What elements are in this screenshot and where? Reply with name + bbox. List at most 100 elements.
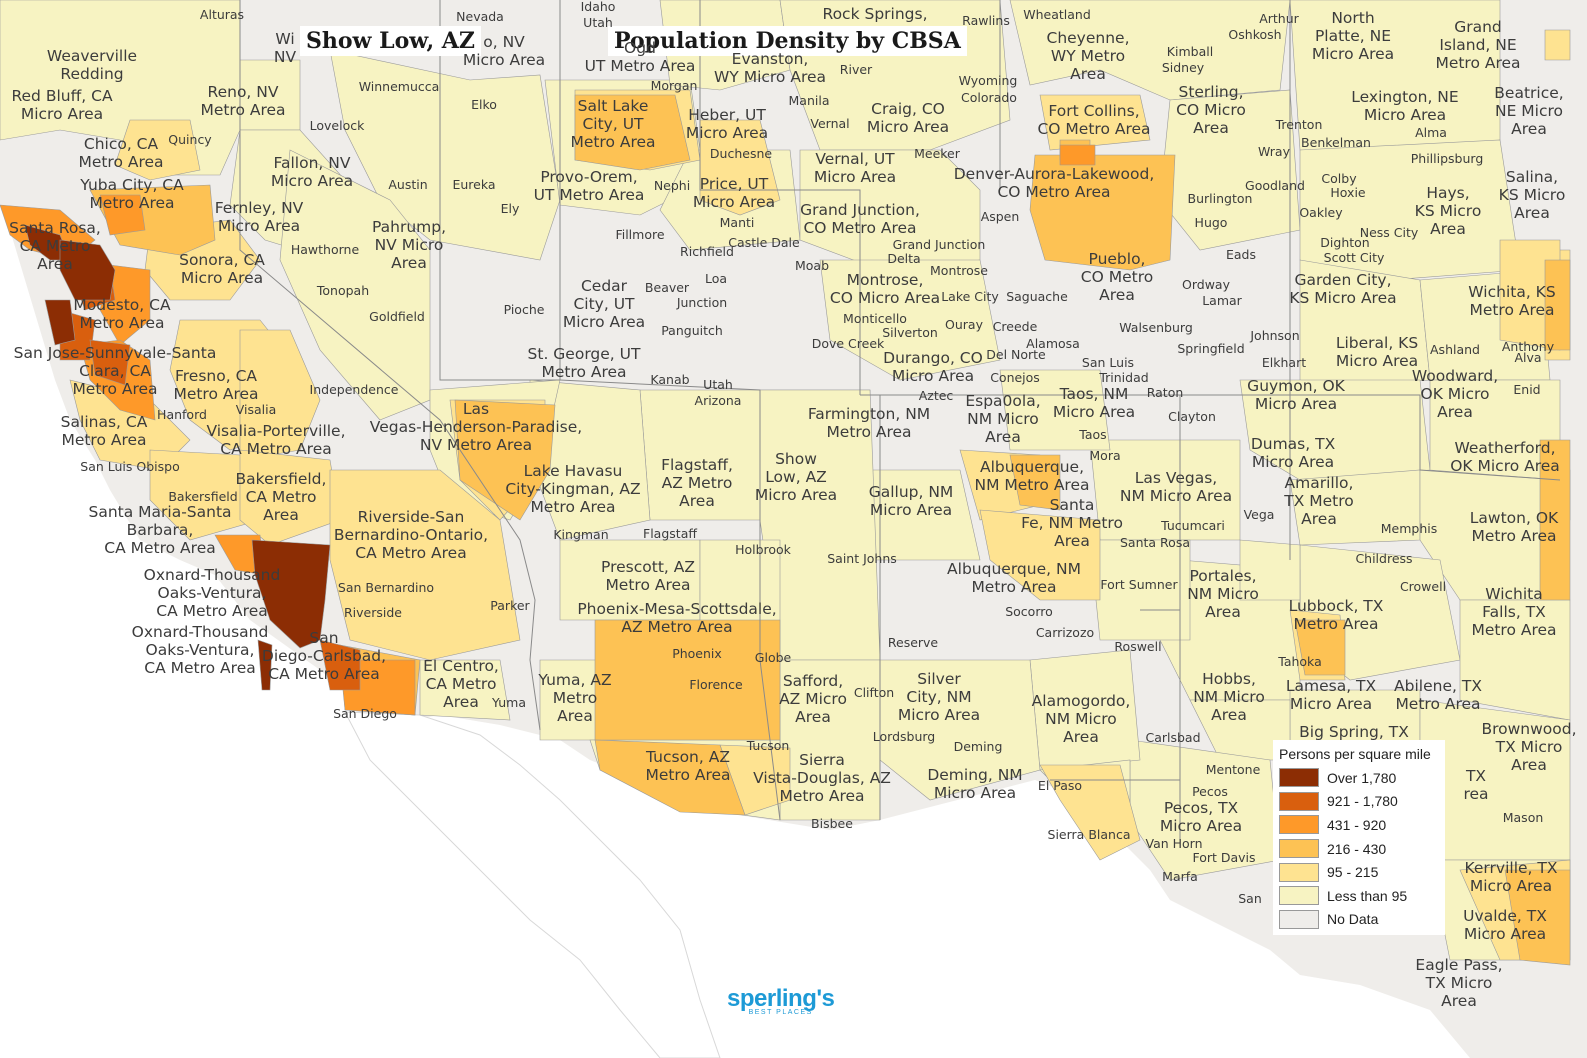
city-label: Goodland (1245, 178, 1305, 193)
cbsa-label: Liberal, KS Micro Area (1335, 334, 1419, 370)
legend-rows: Over 1,780 921 - 1,780 431 - 920 216 - 430 9… (1279, 766, 1439, 931)
cbsa-label: Lake Havasu City-Kingman, AZ Metro Area (505, 462, 641, 516)
city-label: Carrizozo (1035, 625, 1095, 640)
city-label: Pioche (503, 302, 545, 317)
cbsa-label: o, NV Micro Area (462, 33, 546, 69)
city-label: Dove Creek (811, 336, 885, 351)
city-label: Alamosa (1026, 336, 1080, 351)
cbsa-label: Albuquerque, NM Metro Area (947, 560, 1081, 596)
cbsa-label: Pueblo, CO Metro Area (1080, 250, 1154, 304)
cbsa-label: Lawton, OK Metro Area (1469, 509, 1559, 545)
city-label: Tonopah (316, 283, 370, 298)
city-label: Vega (1243, 507, 1275, 522)
cbsa-label: Yuma, AZ Metro Area (538, 671, 612, 725)
city-label: Utah (583, 15, 613, 30)
city-label: Manila (788, 93, 830, 108)
cbsa-label: Kerrville, TX Micro Area (1464, 859, 1558, 895)
legend-label: 921 - 1,780 (1327, 793, 1398, 810)
city-label: Van Horn (1145, 836, 1203, 851)
cbsa-label: Riverside-San Bernardino-Ontario, CA Metro… (333, 508, 489, 562)
city-label: Trenton (1275, 117, 1323, 132)
city-label: Mora (1089, 448, 1121, 463)
cbsa-label: Lexington, NE Micro Area (1351, 88, 1459, 124)
city-label: Aztec (918, 388, 954, 403)
city-label: Creede (992, 319, 1038, 334)
city-label: Independence (309, 382, 399, 397)
city-label: Riverside (344, 605, 402, 620)
city-label: Hawthorne (290, 242, 360, 257)
city-label: Walsenburg (1119, 320, 1193, 335)
city-label: Ness City (1359, 225, 1419, 240)
city-label: Deming (953, 739, 1003, 754)
cbsa-label: Hobbs, NM Micro Area (1193, 670, 1265, 724)
cbsa-label: Albuquerque, NM Metro Area (974, 458, 1090, 494)
cbsa-label: Lubbock, TX Metro Area (1288, 597, 1384, 633)
city-label: Lovelock (309, 118, 365, 133)
legend-item: 216 - 430 (1279, 837, 1439, 861)
cbsa-label: Hays, KS Micro Area (1414, 184, 1482, 238)
legend-item: 431 - 920 (1279, 813, 1439, 837)
city-label: Loa (704, 271, 728, 286)
legend-label: 431 - 920 (1327, 816, 1387, 833)
cbsa-label: Show Low, AZ Micro Area (754, 450, 838, 504)
cbsa-label: Reno, NV Metro Area (200, 83, 286, 119)
cbsa-label: Cheyenne, WY Metro Area (1046, 29, 1130, 83)
legend-label: 216 - 430 (1327, 840, 1387, 857)
cbsa-label: Denver-Aurora-Lakewood, CO Metro Area (953, 165, 1155, 201)
city-label: Tucumcari (1161, 518, 1225, 533)
legend-item: Less than 95 (1279, 884, 1439, 908)
cbsa-label: Grand Island, NE Metro Area (1435, 18, 1521, 72)
city-label: Bakersfield (168, 489, 238, 504)
cbsa-label: Abilene, TX Metro Area (1394, 677, 1482, 713)
city-label: Marfa (1162, 869, 1198, 884)
city-label: Meeker (914, 146, 960, 161)
cbsa-label: Chico, CA Metro Area (78, 135, 164, 171)
city-label: Eads (1225, 247, 1257, 262)
city-label: Sidney (1161, 60, 1205, 75)
cbsa-label: San Diego-Carlsbad, CA Metro Area (261, 629, 387, 683)
cbsa-label: Uvalde, TX Micro Area (1463, 907, 1547, 943)
legend-item: 95 - 215 (1279, 860, 1439, 884)
cbsa-label: Las Vegas, NM Micro Area (1119, 469, 1233, 505)
cbsa-label: Craig, CO Micro Area (866, 100, 950, 136)
city-label: Burlington (1187, 191, 1253, 206)
legend-swatch (1279, 886, 1319, 906)
density-216-430 (89, 94, 1571, 966)
city-label: Vernal (810, 116, 850, 131)
city-label: Scott City (1323, 250, 1385, 265)
city-label: Silverton (882, 325, 938, 340)
cbsa-label: Vernal, UT Micro Area (813, 150, 897, 186)
cbsa-label: Salina, KS Micro Area (1498, 168, 1566, 222)
city-label: Kanab (650, 372, 690, 387)
city-label: Raton (1146, 385, 1184, 400)
city-label: Dighton (1320, 235, 1370, 250)
city-label: Wyoming (958, 73, 1018, 88)
legend-title: Persons per square mile (1279, 746, 1431, 762)
logo-brand: sperling's (727, 985, 835, 1012)
cbsa-label: Portales, NM Micro Area (1187, 567, 1259, 621)
city-label: Arizona (694, 393, 742, 408)
legend-label: Over 1,780 (1327, 769, 1397, 786)
city-label: Quincy (168, 132, 212, 147)
city-label: Nephi (653, 178, 691, 193)
cbsa-label: Wichita Falls, TX Metro Area (1471, 585, 1557, 639)
city-label: Clayton (1168, 409, 1216, 424)
cbsa-label: Visalia-Porterville, CA Metro Area (206, 422, 346, 458)
cbsa-label: Yuba City, CA Metro Area (80, 176, 184, 212)
cbsa-label: Weaverville Redding (46, 47, 138, 83)
city-label: Memphis (1380, 521, 1438, 536)
map-title: Population Density by CBSA (608, 26, 967, 56)
legend-swatch (1279, 791, 1319, 811)
city-label: Holbrook (735, 542, 791, 557)
legend-swatch (1279, 815, 1319, 835)
cbsa-label: Cedar City, UT Micro Area (562, 277, 646, 331)
cbsa-label: Farmington, NM Metro Area (807, 405, 931, 441)
legend-item: 921 - 1,780 (1279, 790, 1439, 814)
sperlings-logo: sperling's BEST PLACES (727, 985, 835, 1016)
city-label: Fort Davis (1192, 850, 1256, 865)
city-label: Yuma (492, 695, 526, 710)
city-label: Beaver (644, 280, 690, 295)
cbsa-label: Safford, AZ Micro Area (779, 672, 847, 726)
cbsa-label: Evanston, WY Micro Area (713, 50, 827, 86)
